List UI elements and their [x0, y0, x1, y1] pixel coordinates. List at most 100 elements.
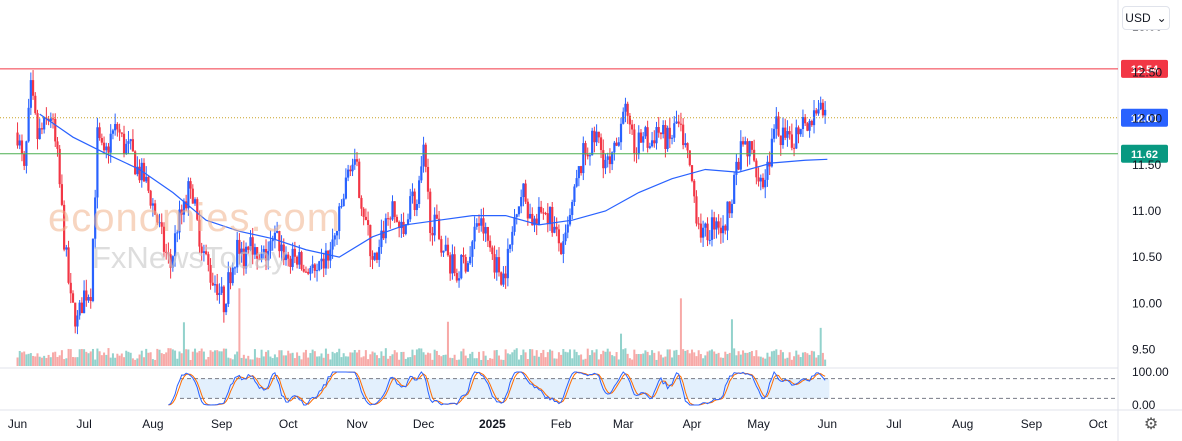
volume-bar — [611, 355, 614, 366]
candle-body — [145, 176, 148, 182]
volume-bar — [489, 358, 492, 366]
candle-body — [741, 141, 745, 145]
volume-bar — [227, 357, 230, 366]
candle-body — [702, 227, 705, 238]
volume-bar — [160, 353, 163, 366]
volume-bar — [815, 357, 818, 366]
volume-bar — [424, 354, 427, 366]
volume-bar — [251, 359, 254, 366]
volume-bar — [606, 348, 609, 366]
volume-bar — [131, 358, 134, 366]
candle-body — [659, 132, 663, 135]
candle-body — [182, 201, 186, 215]
volume-bar — [537, 356, 540, 366]
candle-body — [577, 166, 580, 179]
candle-body — [775, 116, 778, 129]
candle-body — [196, 199, 199, 220]
horizontal-lines[interactable]: 12.54 12.01 11.62 — [0, 59, 1168, 163]
candle-body — [320, 258, 323, 262]
candle-body — [453, 254, 456, 274]
volume-bar — [282, 355, 285, 366]
volume-bar — [642, 353, 645, 366]
candle-body — [548, 206, 552, 225]
volume-bar — [207, 356, 210, 366]
volume-bar — [400, 351, 403, 366]
candle-body — [755, 160, 758, 178]
candle-body — [542, 212, 545, 214]
volume-bar — [657, 351, 660, 366]
volume-bar — [27, 353, 30, 366]
volume-bar — [80, 349, 83, 366]
volume-bar — [615, 352, 618, 366]
candle-body — [684, 143, 687, 146]
gear-icon[interactable]: ⚙ — [1143, 416, 1159, 433]
candle-body — [147, 176, 150, 191]
volume-bar — [600, 354, 603, 366]
candle-body — [327, 250, 330, 261]
volume-bar — [453, 354, 456, 366]
volume-bar — [103, 352, 106, 366]
candle-body — [220, 286, 223, 293]
candle-body — [753, 149, 756, 161]
candle-body — [85, 290, 88, 301]
candle-body — [273, 232, 276, 240]
volume-bar — [236, 351, 239, 366]
candle-body — [386, 218, 390, 220]
candle-body — [604, 159, 607, 169]
volume-bar — [287, 350, 290, 366]
volume-bar — [806, 353, 809, 366]
candle-body — [76, 315, 79, 327]
volume-bar — [471, 351, 474, 366]
volume-bar — [564, 351, 567, 366]
candle-body — [531, 213, 534, 226]
volume-bar — [597, 359, 600, 366]
candle-body — [706, 223, 709, 241]
volume-bar — [16, 357, 19, 366]
volume-bar — [176, 358, 179, 366]
volume-bar — [118, 355, 121, 366]
candle-body — [307, 271, 310, 274]
volume-bar — [78, 349, 81, 366]
volume-bar — [517, 359, 520, 366]
candle-body — [253, 247, 257, 255]
volume-bar — [60, 350, 63, 366]
candle-body — [515, 214, 518, 218]
candle-body — [313, 264, 316, 271]
volume-bar — [209, 350, 212, 366]
candle-body — [824, 109, 827, 116]
candle-body — [555, 226, 558, 230]
time-axis[interactable]: Jun Jul Aug Sep Oct Nov Dec 2025 Feb Mar Apr May Jun… — [8, 417, 1108, 431]
candle-body — [71, 293, 75, 303]
currency-selector[interactable]: USD ⌄ — [1122, 6, 1170, 30]
candle-body — [298, 252, 301, 265]
volume-bar — [604, 351, 607, 366]
volume-bar — [360, 357, 363, 366]
candle-body — [418, 180, 421, 204]
volume-bar — [724, 351, 727, 366]
volume-bar — [735, 355, 738, 366]
candle-body — [333, 235, 336, 240]
candle-body — [821, 102, 825, 116]
candle-body — [269, 241, 272, 252]
volume-bar — [473, 358, 476, 366]
candle-body — [406, 219, 410, 225]
candle-body — [726, 201, 729, 231]
volume-bar — [142, 357, 145, 366]
volume-bar — [87, 353, 90, 366]
candle-body — [362, 208, 365, 217]
volume-bar — [526, 359, 529, 366]
volume-bar — [466, 358, 469, 366]
time-tick-label: Apr — [683, 417, 702, 431]
volume-bar — [178, 351, 181, 366]
candle-body — [786, 131, 789, 138]
candle-body — [668, 127, 671, 139]
volume-bar — [513, 349, 516, 366]
candle-body — [82, 290, 86, 314]
candle-body — [205, 251, 208, 255]
volume-bar — [733, 348, 736, 366]
volume-bar — [500, 359, 503, 366]
candle-body — [355, 159, 359, 162]
volume-bar — [622, 349, 625, 366]
volume-bar — [156, 348, 159, 366]
